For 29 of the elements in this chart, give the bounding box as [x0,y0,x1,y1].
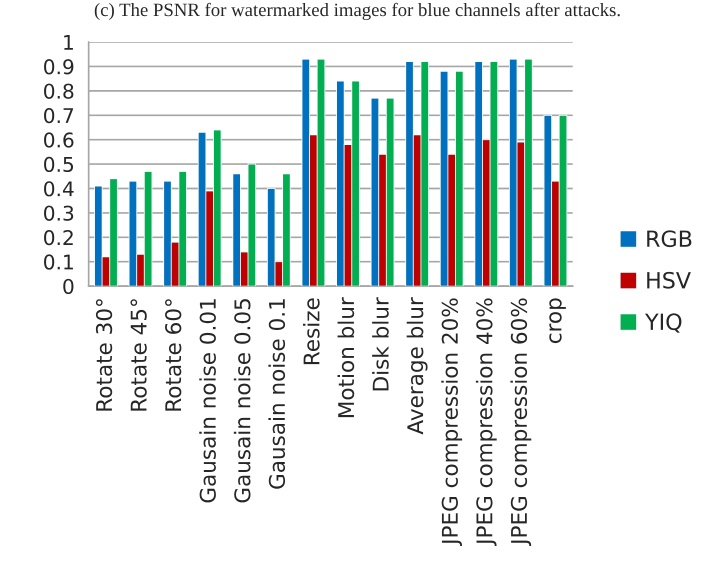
y-tick-label: 0.7 [44,108,74,124]
x-tick-label: Rotate 45° [130,299,147,411]
x-tick-label: Resize [302,298,320,364]
y-tick-label: 1 [64,35,73,50]
y-tick-label: 0.5 [44,156,74,172]
x-tick-label: Motion blur [338,297,354,418]
y-tick-label: 0.4 [44,181,74,196]
x-tick-label: crop [549,298,566,344]
x-tick-label: Disk blur [372,297,389,390]
x-tick-label: JPEG compression 60% [510,298,532,546]
x-tick-label: Gausain noise 0.05 [234,299,250,502]
y-tick-label: 0.6 [44,132,74,148]
legend-label: RGB [647,230,692,248]
y-tick-label: 0.9 [44,59,74,74]
x-tick-label: Rotate 60° [165,299,182,411]
x-tick-label: Rotate 30° [96,299,112,411]
y-tick-label: 0.3 [44,206,74,221]
x-tick-label: JPEG compression 40% [476,298,497,546]
y-tick-label: 0.1 [44,254,73,270]
legend-label: HSV [647,272,691,289]
y-tick-label: 0.2 [44,230,73,246]
y-tick-label: 0 [63,278,74,294]
x-tick-label: Gausain noise 0.01 [199,299,216,502]
legend-label: YIQ [645,313,682,333]
x-tick-label: Average blur [406,297,428,434]
x-tick-label: Gausain noise 0.1 [268,299,286,489]
chart-title: (c) The PSNR for watermarked images for blue channels after attacks. [94,2,620,20]
y-tick-label: 0.8 [44,84,74,99]
x-tick-label: JPEG compression 20% [441,298,462,546]
